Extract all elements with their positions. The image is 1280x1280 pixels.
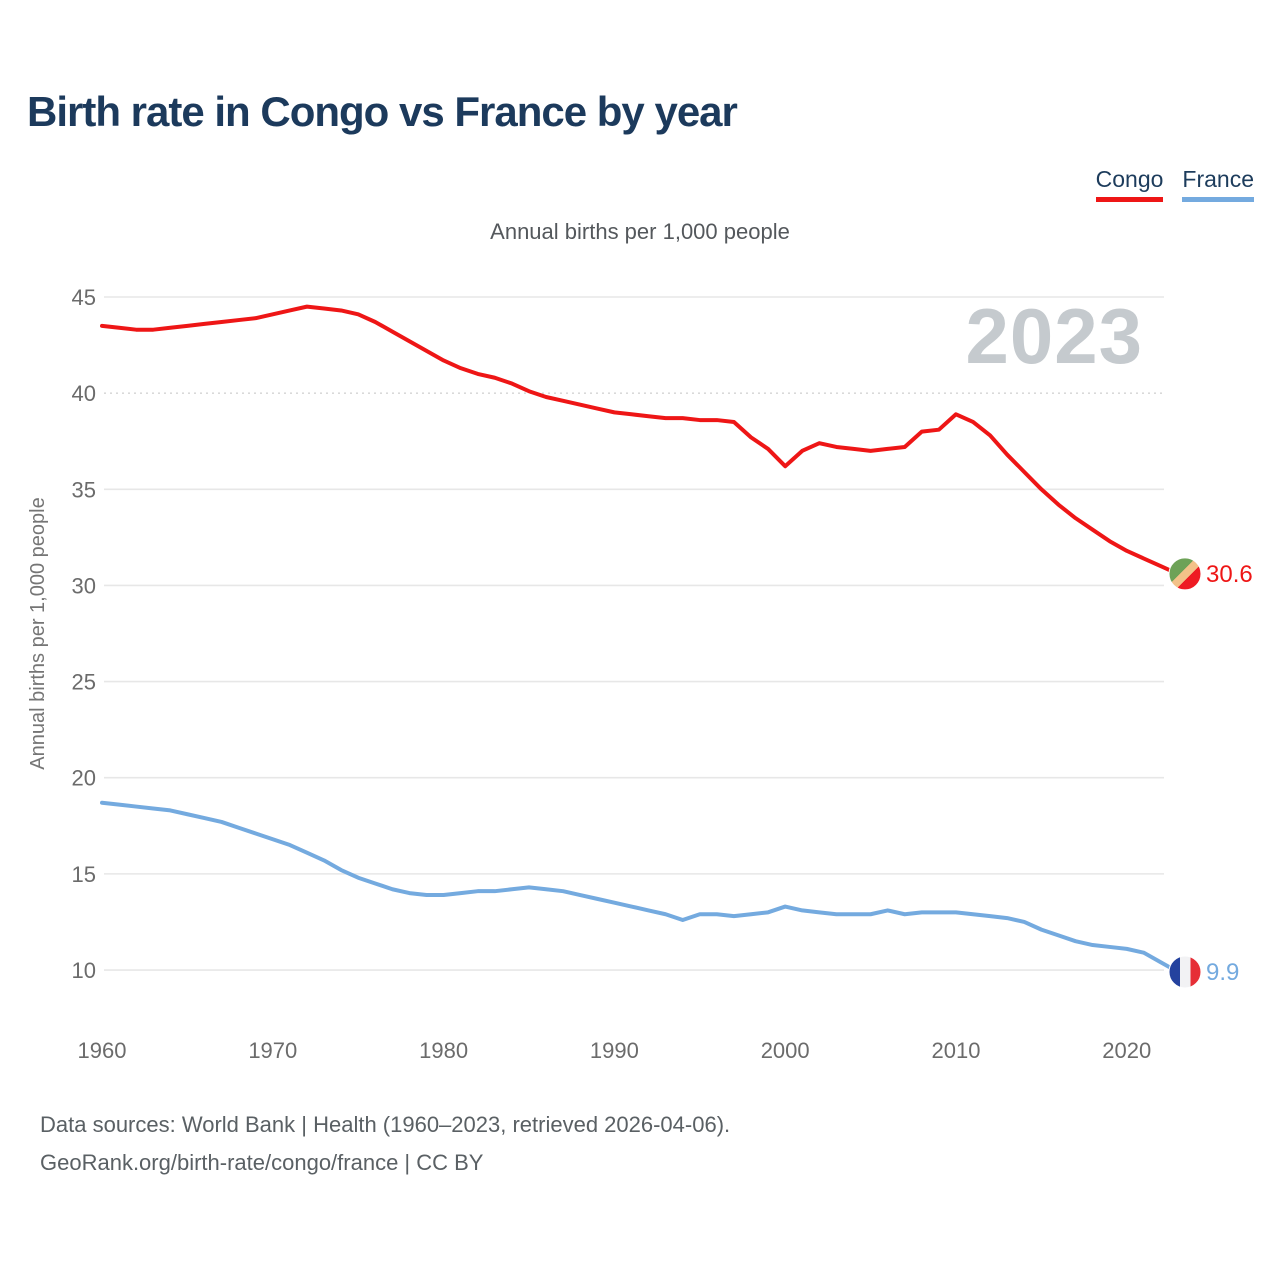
watermark-year: 2023 xyxy=(965,292,1143,380)
congo-line xyxy=(100,304,1180,576)
y-axis-title: Annual births per 1,000 people xyxy=(27,497,49,769)
x-tick-label: 1980 xyxy=(419,1038,468,1063)
congo-flag-icon xyxy=(1168,557,1202,591)
france-flag-icon xyxy=(1168,955,1202,989)
chart-subtitle: Annual births per 1,000 people xyxy=(490,219,790,244)
legend-item-congo[interactable]: Congo xyxy=(1095,166,1164,202)
page-title: Birth rate in Congo vs France by year xyxy=(27,88,738,135)
x-tick-label: 2020 xyxy=(1102,1038,1151,1063)
y-tick-label: 15 xyxy=(72,862,96,887)
france-end-value: 9.9 xyxy=(1206,959,1239,986)
attribution-line: GeoRank.org/birth-rate/congo/france | CC… xyxy=(40,1150,484,1175)
x-tick-label: 1990 xyxy=(590,1038,639,1063)
legend-item-france[interactable]: France xyxy=(1182,166,1254,202)
y-tick-label: 40 xyxy=(72,381,96,406)
y-tick-label: 30 xyxy=(72,573,96,598)
x-tick-label: 2010 xyxy=(931,1038,980,1063)
congo-end-value: 30.6 xyxy=(1206,561,1253,588)
x-tick-label: 1970 xyxy=(248,1038,297,1063)
data-sources-line: Data sources: World Bank | Health (1960–… xyxy=(40,1112,731,1137)
birth-rate-chart: 45 40 35 30 25 20 15 10 1960 1970 1980 1990 2000 2010… xyxy=(27,285,1253,1063)
y-tick-label: 20 xyxy=(72,766,96,791)
y-tick-label: 35 xyxy=(72,477,96,502)
legend: Congo France xyxy=(1077,166,1254,202)
y-tick-label: 10 xyxy=(72,958,96,983)
x-tick-label: 2000 xyxy=(761,1038,810,1063)
y-tick-label: 45 xyxy=(72,285,96,310)
y-tick-label: 25 xyxy=(72,670,96,695)
footer: Data sources: World Bank | Health (1960–… xyxy=(40,1106,730,1182)
france-line xyxy=(100,800,1180,974)
x-tick-label: 1960 xyxy=(78,1038,127,1063)
